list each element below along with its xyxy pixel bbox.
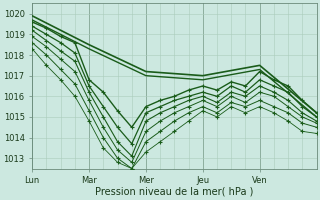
X-axis label: Pression niveau de la mer( hPa ): Pression niveau de la mer( hPa ) (95, 187, 253, 197)
